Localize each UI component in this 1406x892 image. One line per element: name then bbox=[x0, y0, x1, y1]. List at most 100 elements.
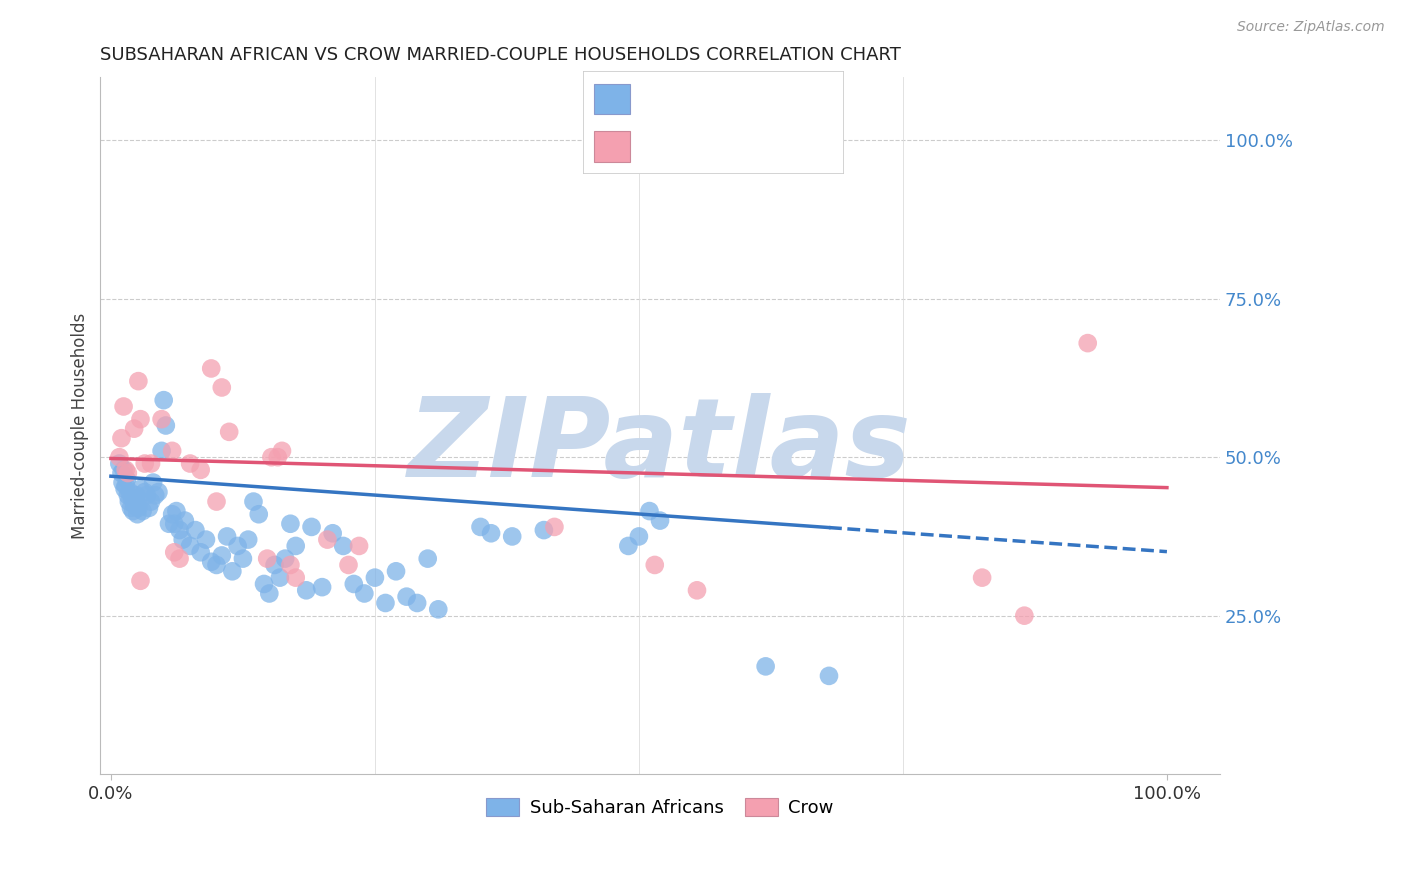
Point bbox=[129, 482, 152, 496]
Point bbox=[247, 508, 270, 522]
Point bbox=[135, 488, 157, 502]
Point bbox=[347, 539, 370, 553]
Point bbox=[322, 526, 344, 541]
Point bbox=[124, 494, 146, 508]
Point bbox=[226, 539, 249, 553]
Point bbox=[190, 545, 212, 559]
Point bbox=[242, 494, 264, 508]
Point bbox=[253, 577, 276, 591]
Point bbox=[343, 577, 366, 591]
Point bbox=[155, 418, 177, 433]
Point bbox=[184, 523, 207, 537]
Text: ZIPatlas: ZIPatlas bbox=[408, 392, 912, 500]
Point bbox=[122, 504, 145, 518]
Point bbox=[301, 520, 323, 534]
Point bbox=[127, 374, 149, 388]
Point bbox=[114, 482, 136, 496]
Point bbox=[160, 443, 183, 458]
Point bbox=[260, 450, 283, 465]
Point bbox=[142, 475, 165, 490]
Point bbox=[112, 400, 135, 414]
Point bbox=[117, 488, 139, 502]
Point bbox=[139, 457, 162, 471]
Point bbox=[218, 425, 240, 439]
Point bbox=[114, 463, 136, 477]
Point bbox=[134, 457, 156, 471]
Point bbox=[190, 463, 212, 477]
Point bbox=[1014, 608, 1036, 623]
Point bbox=[353, 586, 375, 600]
Point bbox=[127, 508, 149, 522]
Point bbox=[115, 472, 138, 486]
Point bbox=[163, 545, 186, 559]
Point bbox=[972, 571, 994, 585]
Point bbox=[122, 422, 145, 436]
Text: R = -0.143: R = -0.143 bbox=[641, 90, 730, 108]
Point bbox=[129, 574, 152, 588]
Point bbox=[194, 533, 217, 547]
Point bbox=[686, 583, 709, 598]
Point bbox=[160, 508, 183, 522]
Point bbox=[311, 580, 333, 594]
Text: N = 80: N = 80 bbox=[761, 90, 823, 108]
Text: SUBSAHARAN AFRICAN VS CROW MARRIED-COUPLE HOUSEHOLDS CORRELATION CHART: SUBSAHARAN AFRICAN VS CROW MARRIED-COUPL… bbox=[100, 46, 901, 64]
Point bbox=[114, 479, 136, 493]
Point bbox=[284, 571, 307, 585]
Point bbox=[205, 494, 228, 508]
FancyBboxPatch shape bbox=[593, 131, 630, 161]
Point bbox=[179, 457, 201, 471]
Point bbox=[200, 555, 222, 569]
Text: N = 36: N = 36 bbox=[761, 137, 823, 155]
Point bbox=[111, 475, 134, 490]
Point bbox=[108, 457, 131, 471]
Point bbox=[169, 523, 191, 537]
Point bbox=[131, 504, 153, 518]
Point bbox=[543, 520, 565, 534]
Point bbox=[501, 529, 523, 543]
Point bbox=[316, 533, 339, 547]
Point bbox=[163, 516, 186, 531]
Point bbox=[127, 500, 149, 515]
Text: Source: ZipAtlas.com: Source: ZipAtlas.com bbox=[1237, 20, 1385, 34]
Point bbox=[332, 539, 354, 553]
Point bbox=[470, 520, 492, 534]
Point bbox=[295, 583, 318, 598]
Point bbox=[121, 491, 143, 506]
Point bbox=[533, 523, 555, 537]
Point bbox=[221, 564, 243, 578]
Point bbox=[211, 549, 233, 563]
Point bbox=[125, 488, 148, 502]
Point bbox=[648, 514, 671, 528]
Point bbox=[232, 551, 254, 566]
Point bbox=[108, 450, 131, 465]
Point bbox=[259, 586, 281, 600]
Point bbox=[172, 533, 194, 547]
Point bbox=[385, 564, 408, 578]
Point bbox=[112, 463, 135, 477]
Point bbox=[110, 466, 132, 480]
Point bbox=[152, 393, 174, 408]
Point bbox=[280, 516, 302, 531]
Y-axis label: Married-couple Households: Married-couple Households bbox=[72, 312, 89, 539]
Text: R = -0.186: R = -0.186 bbox=[641, 137, 730, 155]
Point bbox=[157, 516, 180, 531]
Point bbox=[169, 551, 191, 566]
Point bbox=[179, 539, 201, 553]
Point bbox=[110, 431, 132, 445]
Point bbox=[211, 380, 233, 394]
Point bbox=[479, 526, 502, 541]
Point bbox=[134, 485, 156, 500]
Point bbox=[337, 558, 360, 572]
Point bbox=[818, 669, 841, 683]
Point bbox=[122, 498, 145, 512]
Point bbox=[267, 450, 290, 465]
Point bbox=[217, 529, 239, 543]
Point bbox=[139, 494, 162, 508]
Point bbox=[627, 529, 650, 543]
Point bbox=[118, 494, 141, 508]
Point bbox=[165, 504, 187, 518]
Point bbox=[269, 571, 291, 585]
Point bbox=[374, 596, 396, 610]
Point bbox=[200, 361, 222, 376]
Point bbox=[280, 558, 302, 572]
